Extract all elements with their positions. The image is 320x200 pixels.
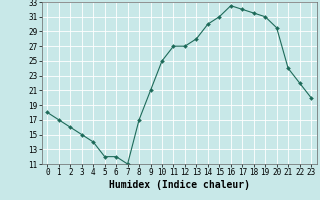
X-axis label: Humidex (Indice chaleur): Humidex (Indice chaleur) [109,180,250,190]
